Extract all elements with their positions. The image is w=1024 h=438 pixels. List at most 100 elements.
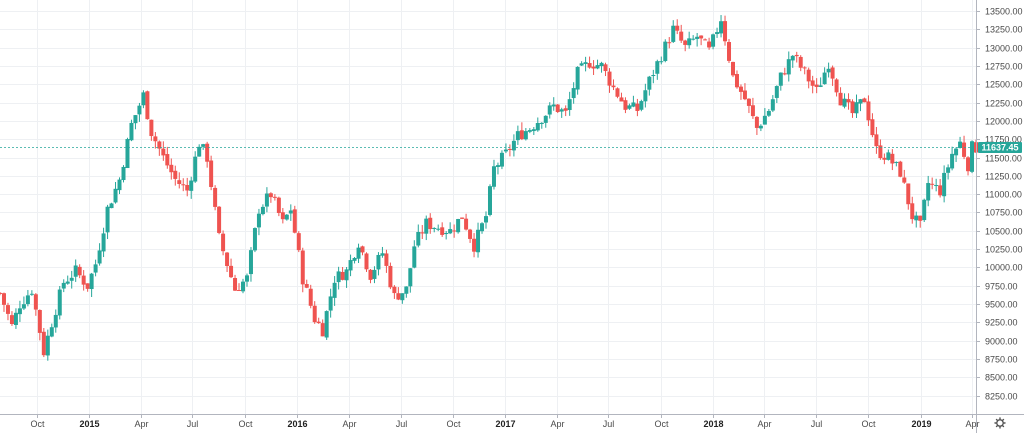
candle[interactable] — [0, 291, 2, 296]
candle[interactable] — [476, 222, 481, 258]
candle[interactable] — [535, 117, 540, 132]
candle[interactable] — [579, 61, 584, 67]
candle[interactable] — [185, 177, 190, 197]
candle[interactable] — [49, 323, 54, 338]
candle[interactable] — [567, 91, 572, 116]
candle[interactable] — [241, 278, 246, 294]
candle[interactable] — [687, 31, 692, 49]
candle[interactable] — [766, 108, 771, 117]
candle[interactable] — [806, 67, 811, 89]
candle[interactable] — [97, 243, 102, 266]
candle[interactable] — [719, 15, 724, 38]
candle[interactable] — [659, 56, 664, 65]
candle[interactable] — [380, 246, 385, 258]
candle[interactable] — [862, 97, 867, 103]
candle[interactable] — [551, 97, 556, 111]
candle[interactable] — [762, 108, 767, 125]
candle[interactable] — [814, 78, 819, 94]
candle[interactable] — [802, 66, 807, 75]
candle[interactable] — [822, 67, 827, 85]
candle[interactable] — [356, 243, 361, 263]
candle[interactable] — [125, 137, 130, 169]
candle[interactable] — [109, 202, 114, 209]
candle[interactable] — [715, 27, 720, 38]
candle[interactable] — [958, 136, 963, 149]
candle[interactable] — [129, 119, 134, 142]
candle[interactable] — [304, 279, 309, 289]
candle[interactable] — [643, 83, 648, 108]
candle[interactable] — [495, 162, 500, 175]
candle[interactable] — [635, 98, 640, 117]
candle[interactable] — [499, 150, 504, 170]
candle[interactable] — [667, 37, 672, 49]
candle[interactable] — [452, 224, 457, 238]
candle[interactable] — [547, 102, 552, 119]
candle[interactable] — [515, 125, 520, 145]
candle[interactable] — [890, 149, 895, 171]
candle[interactable] — [256, 208, 261, 236]
candle[interactable] — [61, 279, 66, 293]
candle[interactable] — [364, 252, 369, 272]
candle[interactable] — [444, 231, 449, 240]
candle[interactable] — [834, 78, 839, 97]
candle[interactable] — [858, 98, 863, 112]
candle[interactable] — [308, 284, 313, 309]
candle[interactable] — [177, 172, 182, 189]
candle[interactable] — [595, 59, 600, 70]
candle[interactable] — [348, 254, 353, 277]
candle[interactable] — [113, 182, 118, 204]
candle[interactable] — [770, 95, 775, 113]
candle[interactable] — [571, 82, 576, 104]
candle[interactable] — [69, 270, 74, 289]
candle[interactable] — [173, 165, 178, 186]
candle[interactable] — [292, 205, 297, 234]
candle[interactable] — [41, 327, 46, 358]
candle[interactable] — [818, 77, 823, 88]
candle[interactable] — [280, 208, 285, 224]
candle[interactable] — [81, 270, 86, 291]
candle[interactable] — [217, 206, 222, 235]
candle[interactable] — [647, 75, 652, 96]
candle[interactable] — [320, 319, 325, 337]
candle[interactable] — [970, 140, 975, 174]
candle[interactable] — [914, 211, 919, 228]
candle[interactable] — [810, 75, 815, 94]
candle[interactable] — [157, 140, 162, 156]
candle[interactable] — [559, 107, 564, 118]
candle[interactable] — [954, 147, 959, 162]
candle[interactable] — [93, 259, 98, 277]
candle[interactable] — [543, 115, 548, 128]
candle[interactable] — [531, 126, 536, 135]
candle[interactable] — [133, 115, 138, 130]
candle[interactable] — [603, 62, 608, 77]
candle[interactable] — [734, 70, 739, 89]
candle[interactable] — [519, 122, 524, 141]
candle[interactable] — [922, 198, 927, 223]
candle[interactable] — [33, 293, 38, 316]
candle[interactable] — [655, 59, 660, 80]
candle[interactable] — [778, 72, 783, 91]
candle[interactable] — [938, 178, 943, 198]
candle[interactable] — [432, 227, 437, 233]
candle[interactable] — [101, 227, 106, 258]
candle[interactable] — [623, 97, 628, 114]
candle[interactable] — [296, 231, 301, 253]
candle[interactable] — [703, 38, 708, 41]
candle[interactable] — [284, 214, 289, 221]
candle[interactable] — [882, 153, 887, 165]
candle[interactable] — [324, 310, 329, 340]
candle[interactable] — [587, 56, 592, 69]
candle[interactable] — [244, 273, 249, 287]
x-axis[interactable]: Oct 2015 Apr Jul Oct 2016 Apr Jul Oct 2017 Apr Jul O… — [30, 414, 980, 429]
candle[interactable] — [599, 61, 604, 73]
candle[interactable] — [699, 35, 704, 46]
candle[interactable] — [484, 211, 489, 229]
candle[interactable] — [631, 95, 636, 108]
candle[interactable] — [37, 309, 42, 341]
candle[interactable] — [930, 177, 935, 190]
candle[interactable] — [758, 124, 763, 132]
candle[interactable] — [428, 213, 433, 234]
candle[interactable] — [332, 276, 337, 306]
candle[interactable] — [460, 217, 465, 220]
